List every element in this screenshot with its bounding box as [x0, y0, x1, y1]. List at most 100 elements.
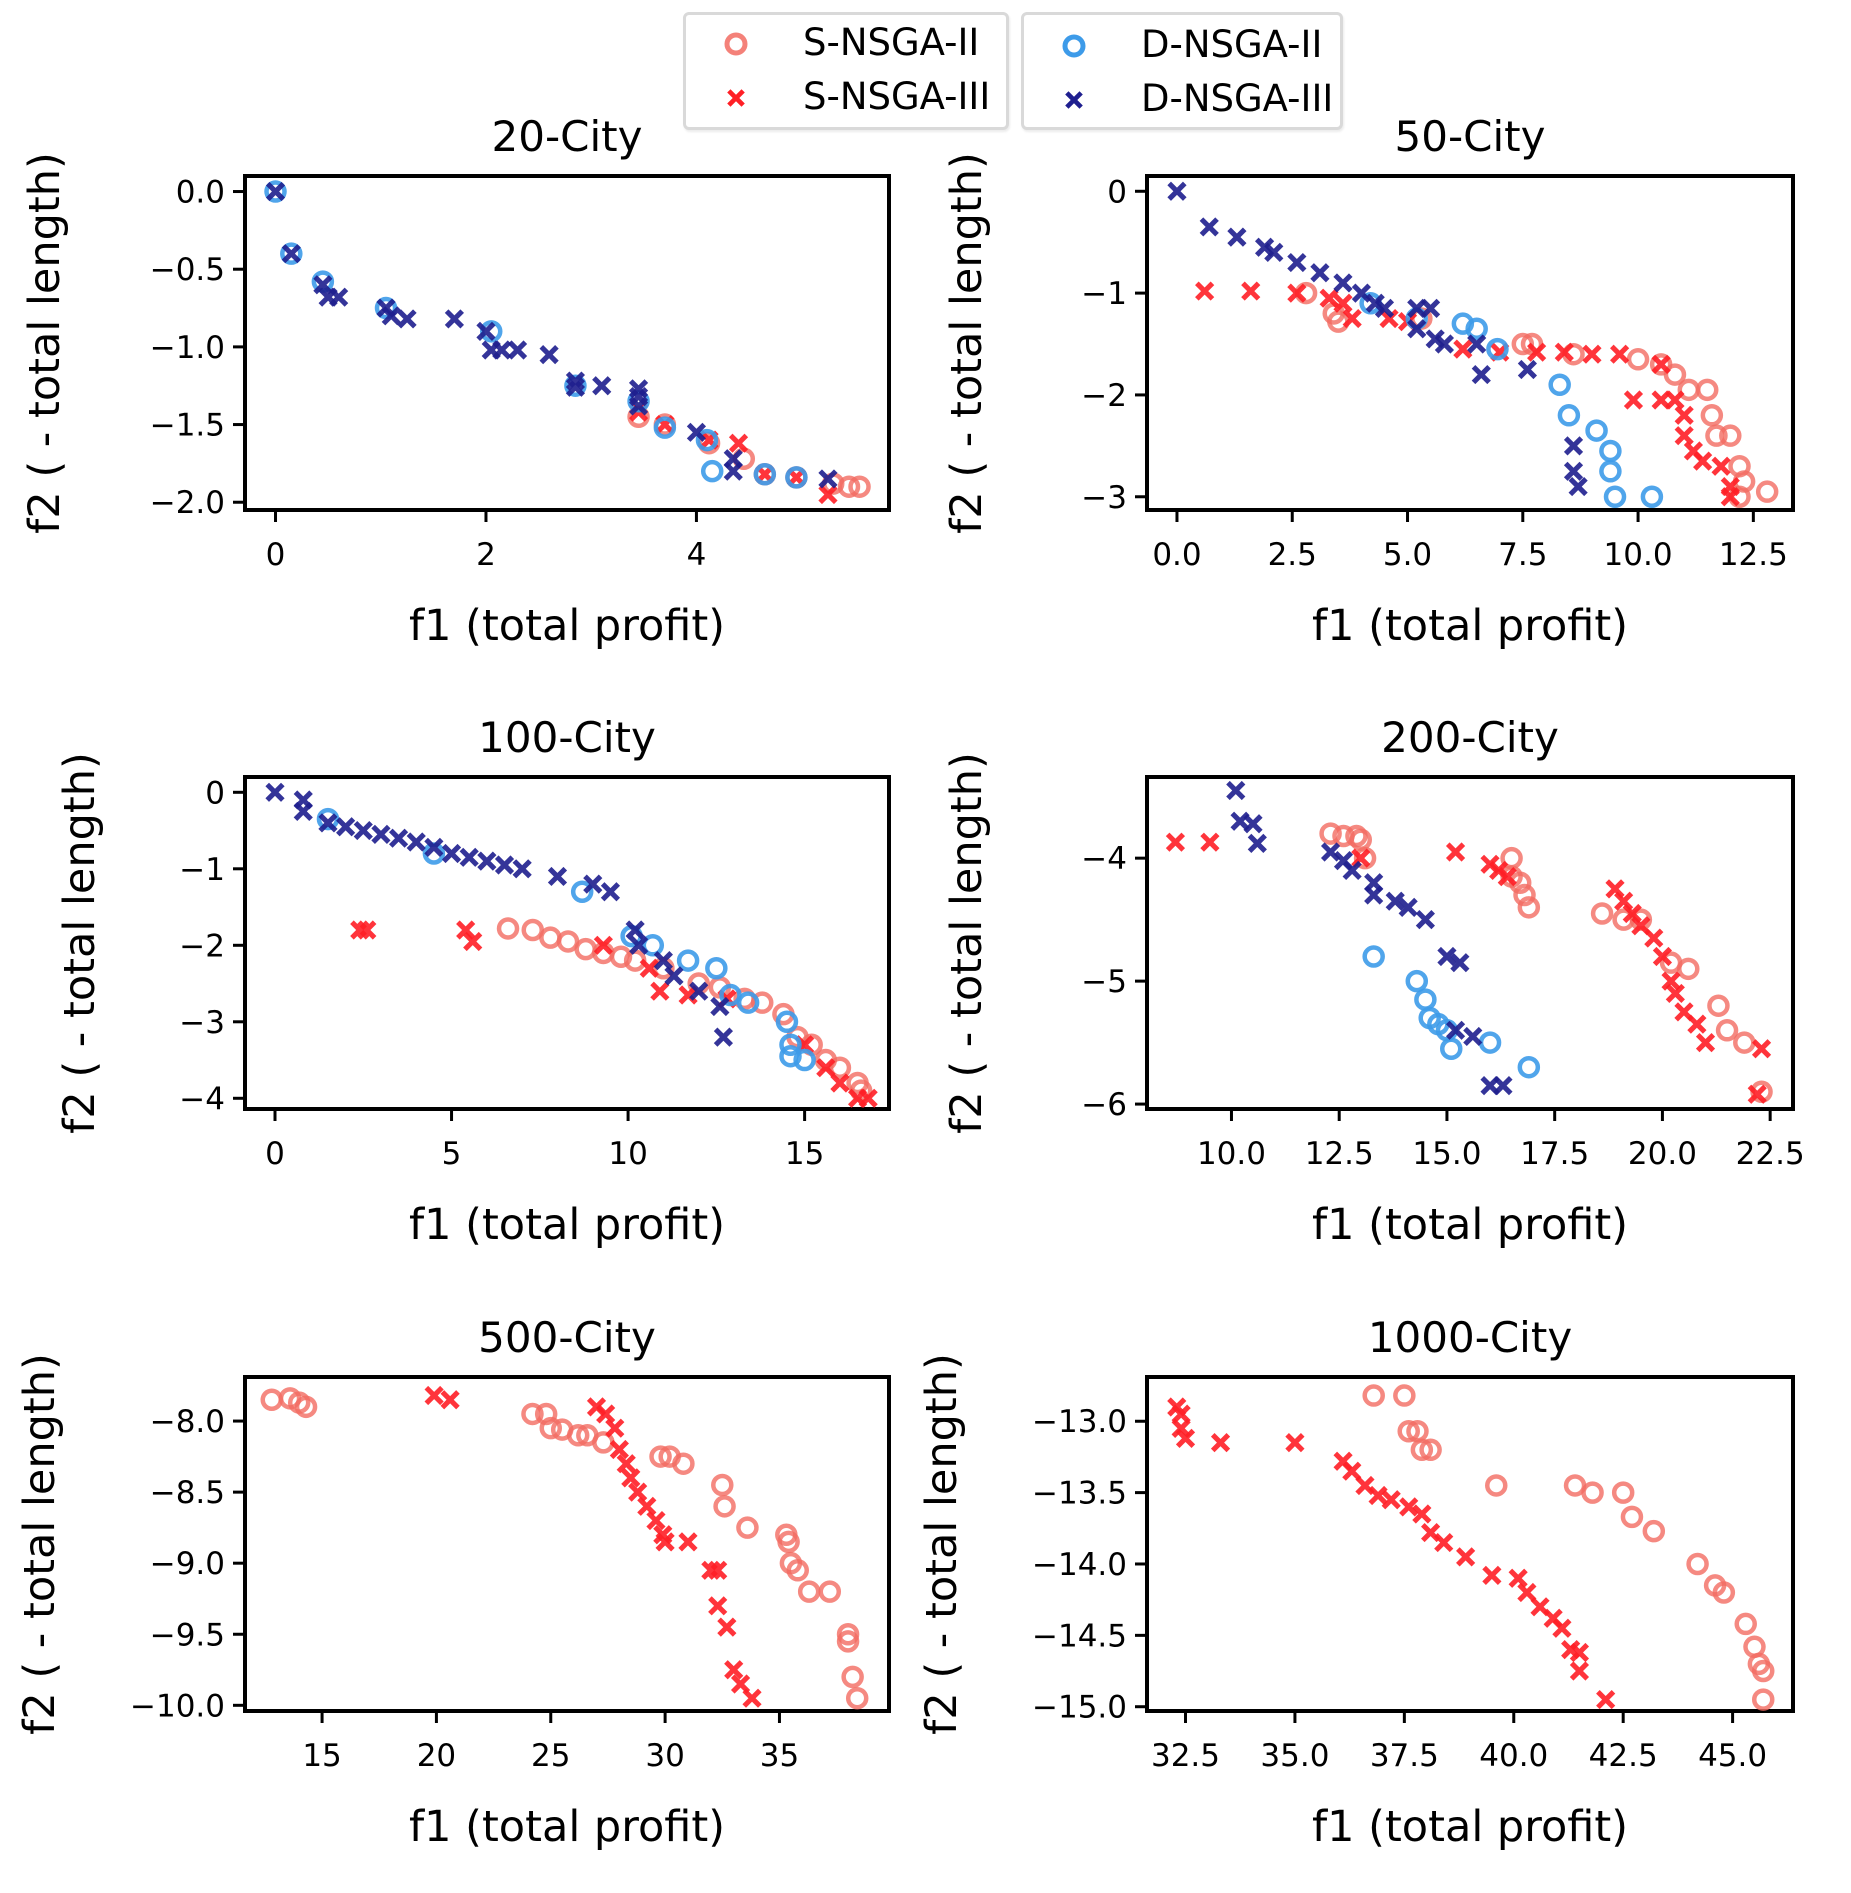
y-tick-label: −1 [1081, 276, 1127, 312]
data-point [1599, 439, 1622, 463]
data-point [1581, 1481, 1604, 1504]
data-point [1362, 945, 1385, 968]
y-axis-label: f2 ( - total length) [917, 1353, 967, 1735]
data-point [1700, 404, 1724, 427]
x-tick-label: 0.0 [1152, 537, 1201, 573]
subplot-title: 50-City [1395, 112, 1546, 161]
x-tick-label: 5.0 [1383, 537, 1432, 573]
data-point [1599, 460, 1622, 483]
legend-d: D-NSGA-II D-NSGA-III [1021, 12, 1343, 130]
x-tick-label: 35 [760, 1738, 799, 1774]
data-point [1626, 348, 1650, 371]
data-point [1517, 896, 1541, 919]
y-tick-label: −9.5 [150, 1617, 225, 1653]
data-point [1440, 1037, 1463, 1060]
x-tick-label: 2.5 [1268, 537, 1317, 573]
legend-s: S-NSGA-II S-NSGA-III [683, 12, 1009, 130]
data-point [1590, 902, 1614, 925]
data-point [845, 1686, 869, 1710]
data-point [836, 1623, 860, 1646]
points [1167, 1384, 1775, 1711]
y-tick-label: 0 [205, 775, 225, 811]
y-tick-label: −1 [179, 852, 225, 888]
data-point [711, 1473, 734, 1497]
data-point [653, 416, 677, 439]
data-point [777, 1530, 800, 1554]
y-tick-label: −8.0 [150, 1404, 225, 1440]
y-tick-label: −2.0 [150, 485, 225, 521]
subplot-500-city: 500-City 15 20 25 30 35 −8.0 −8.5 −9.0 −9.5 −10.0 f… [15, 1313, 891, 1852]
data-point [1393, 1384, 1416, 1407]
x-tick-label: 15 [785, 1136, 824, 1172]
x-tick-label: 12.5 [1719, 537, 1788, 573]
data-point [1585, 419, 1608, 442]
subplot-title: 500-City [478, 1313, 656, 1362]
y-tick-label: −14.5 [1032, 1618, 1127, 1654]
data-point [1397, 1419, 1420, 1443]
x-tick-label: 10.0 [1197, 1136, 1266, 1172]
data-point [1649, 353, 1673, 376]
points [260, 1385, 869, 1710]
data-point [1603, 485, 1627, 509]
x-marker-icon [727, 89, 745, 107]
x-tick-label: 12.5 [1305, 1136, 1374, 1172]
y-axis-label: f2 ( - total length) [942, 752, 992, 1134]
data-point [753, 463, 777, 486]
x-tick-label: 42.5 [1589, 1738, 1658, 1774]
data-point [1620, 1505, 1644, 1529]
x-axis-label: f1 (total profit) [1312, 1802, 1628, 1852]
data-point [841, 1665, 864, 1689]
legend-label: S-NSGA-II [803, 21, 980, 64]
subplot-100-city: 100-City 0 5 10 15 0 −1 −2 −3 −4 f1 (total profit)… [55, 713, 891, 1250]
data-point [672, 1452, 695, 1475]
y-tick-label: −13.5 [1032, 1476, 1127, 1512]
y-tick-label: 0.0 [176, 175, 225, 211]
data-point [1486, 337, 1509, 361]
data-point [719, 983, 742, 1007]
legend-label: D-NSGA-III [1141, 77, 1334, 120]
x-tick-label: 20.0 [1628, 1136, 1697, 1172]
data-point [837, 475, 861, 498]
y-tick-label: −15.0 [1032, 1690, 1127, 1726]
x-tick-label: 10 [608, 1136, 647, 1172]
x-tick-label: 40.0 [1479, 1738, 1548, 1774]
subplot-20-city: 20-City 0 2 4 0.0 −0.5 −1.0 −1.5 −2.0 f1 (total p… [20, 112, 891, 651]
x-axis-label: f1 (total profit) [1312, 601, 1628, 651]
data-point [705, 956, 728, 980]
data-point [1734, 1612, 1757, 1636]
data-point [1751, 1688, 1775, 1711]
axes-frame [243, 174, 891, 512]
data-point [779, 1033, 802, 1056]
subplot-200-city: 200-City 10.0 12.5 15.0 17.5 20.0 22.5 −4 −5 −6 f1… [942, 713, 1805, 1250]
data-point [521, 918, 545, 942]
y-axis-label: f2 ( - total length) [15, 1353, 65, 1735]
data-point [1755, 480, 1779, 503]
y-tick-label: −1.5 [150, 408, 225, 444]
data-point [521, 1402, 544, 1426]
data-point [793, 1048, 816, 1072]
data-point [1520, 332, 1544, 356]
data-point [556, 930, 580, 953]
x-tick-label: 32.5 [1151, 1738, 1220, 1774]
data-point [695, 428, 719, 452]
data-point [1485, 1474, 1508, 1497]
y-tick-label: −1.0 [150, 330, 225, 366]
data-point [836, 1630, 860, 1653]
x-tick-label: 5 [442, 1136, 462, 1172]
x-tick-label: 20 [417, 1738, 456, 1774]
points [1167, 181, 1779, 509]
x-marker-icon [1065, 91, 1083, 109]
circle-marker-icon [724, 32, 748, 56]
y-tick-label: −0.5 [150, 252, 225, 288]
points [1165, 780, 1773, 1104]
subplot-title: 20-City [492, 112, 643, 161]
x-tick-label: 0 [266, 537, 286, 573]
data-point [1410, 1438, 1434, 1462]
data-point [649, 1445, 672, 1468]
y-tick-label: −4 [179, 1081, 225, 1117]
y-tick-label: 0 [1107, 174, 1127, 210]
y-axis-label: f2 ( - total length) [20, 152, 70, 534]
points [265, 782, 878, 1108]
y-tick-label: −2 [1081, 378, 1127, 414]
